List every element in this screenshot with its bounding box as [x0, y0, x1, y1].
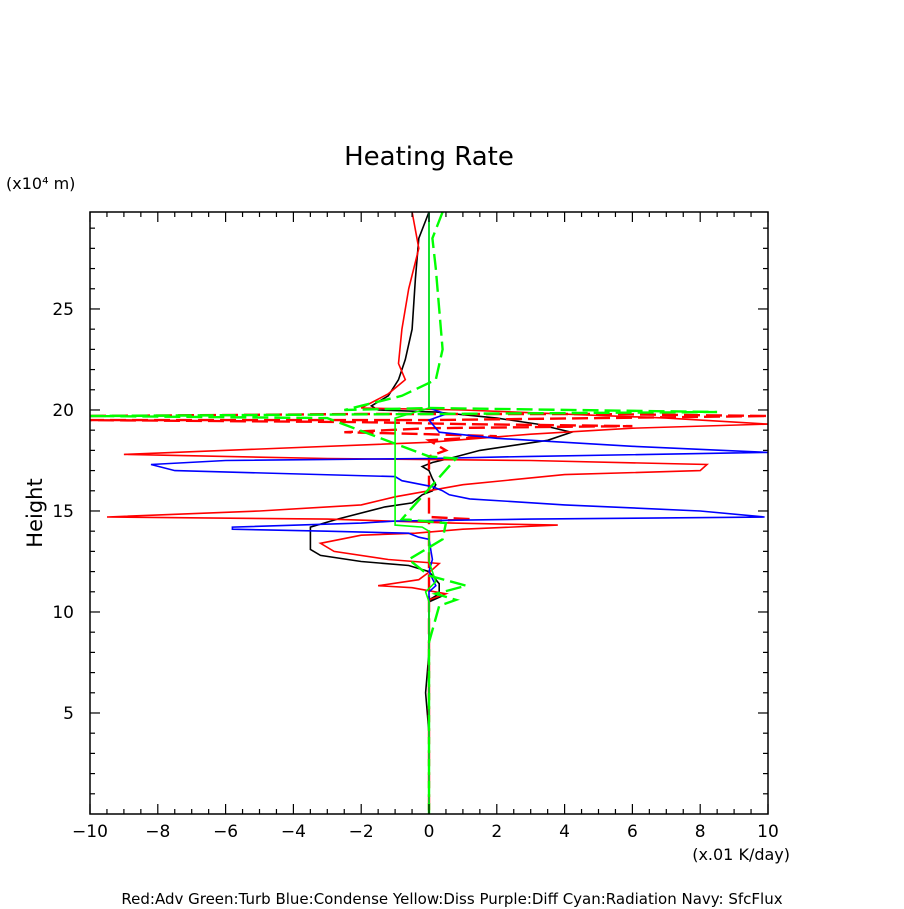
y-tick-label: 25: [52, 300, 74, 320]
x-tick-label: 4: [559, 822, 570, 842]
x-tick-label: −10: [72, 822, 108, 842]
x-axis-unit-label: (x.01 K/day): [692, 845, 790, 864]
y-tick-label: 5: [63, 704, 74, 724]
y-tick-label: 15: [52, 502, 74, 522]
plot-frame: [89, 211, 769, 815]
y-tick-label: 10: [52, 603, 74, 623]
series-line-6: [89, 211, 718, 814]
x-tick-label: 6: [627, 822, 638, 842]
axis-tick-labels: −10 −8 −6 −4 −2 0 2 4 6 8 10 5 10 15 20 25: [52, 300, 778, 842]
y-tick-label: 20: [52, 401, 74, 421]
series-line-5: [394, 212, 437, 814]
x-tick-label: 0: [424, 822, 435, 842]
x-tick-label: −2: [349, 822, 374, 842]
chart-title: Heating Rate: [344, 142, 514, 172]
y-axis-label: Height: [23, 478, 47, 547]
x-tick-label: 10: [757, 822, 779, 842]
axis-ticks: [89, 212, 769, 814]
series-line-4: [150, 212, 769, 814]
y-axis-unit-label: (x10⁴ m): [6, 174, 75, 193]
x-tick-label: −6: [213, 822, 238, 842]
x-tick-label: −8: [145, 822, 170, 842]
x-tick-label: −4: [281, 822, 306, 842]
series-line-3: [89, 412, 769, 814]
series-line-1: [309, 211, 575, 814]
legend-text: Red:Adv Green:Turb Blue:Condense Yellow:…: [121, 890, 783, 908]
x-tick-label: 8: [695, 822, 706, 842]
series-lines: [89, 211, 769, 814]
x-tick-label: 2: [491, 822, 502, 842]
